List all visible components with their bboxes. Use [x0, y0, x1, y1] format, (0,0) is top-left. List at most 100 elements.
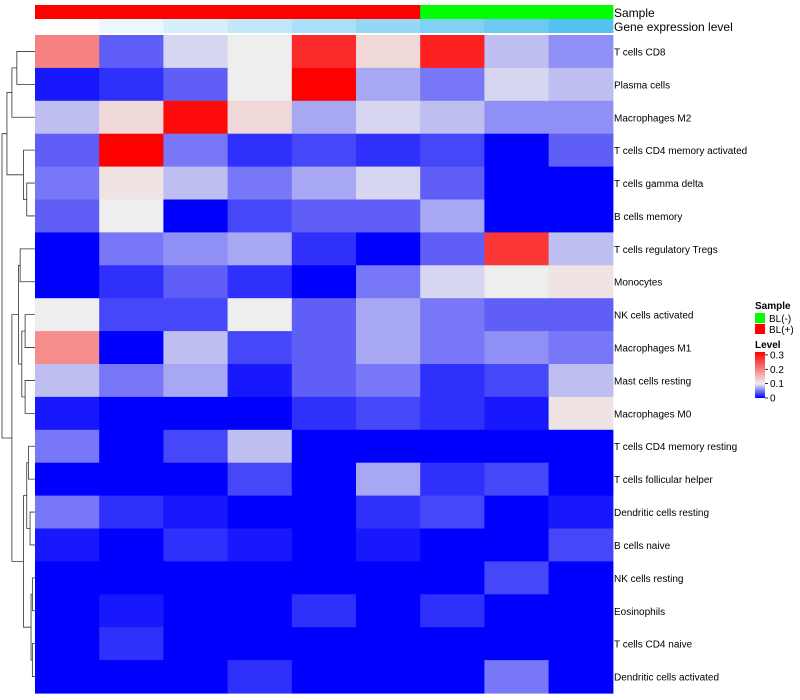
heatmap-cell — [420, 429, 485, 464]
heatmap-cell — [163, 462, 229, 497]
heatmap-cell — [356, 35, 421, 69]
heatmap-cell — [99, 133, 164, 168]
level-tick-label: 0.1 — [770, 379, 784, 390]
heatmap-cell — [291, 35, 357, 69]
heatmap-cell — [420, 298, 485, 332]
row-label: T cells CD8 — [614, 48, 666, 59]
heatmap-cell — [163, 298, 229, 332]
expression-annotation-cell — [35, 19, 100, 33]
heatmap-cell — [356, 100, 421, 135]
heatmap-cell — [420, 265, 485, 299]
heatmap-cell — [35, 166, 100, 201]
heatmap-cell — [484, 67, 550, 102]
heatmap-cell — [35, 232, 100, 266]
heatmap-cell — [99, 364, 164, 398]
heatmap-cell — [420, 462, 485, 497]
heatmap-cell — [163, 594, 229, 628]
heatmap-cell — [99, 298, 164, 332]
heatmap-cell — [227, 627, 293, 661]
dendrogram-branch — [1, 133, 12, 439]
row-label: T cells gamma delta — [614, 179, 704, 190]
dendrogram-branch — [24, 380, 35, 414]
heatmap-cell — [99, 265, 164, 299]
heatmap-cell — [291, 67, 357, 102]
heatmap-cell — [227, 528, 293, 562]
heatmap-cell — [420, 67, 485, 102]
sample-annotation-cell — [548, 5, 614, 19]
legend-label-bl-minus: BL(-) — [769, 314, 791, 325]
heatmap-cell — [356, 166, 421, 201]
dendrogram-branch — [6, 92, 24, 176]
heatmap-cell — [484, 199, 550, 233]
heatmap-cell — [163, 660, 229, 694]
heatmap-cell — [35, 100, 100, 135]
row-label: Plasma cells — [614, 80, 670, 91]
heatmap-cell — [99, 627, 164, 661]
heatmap-cell — [35, 594, 100, 628]
heatmap-cell — [548, 67, 614, 102]
heatmap-cell — [35, 429, 100, 464]
sample-annotation-bar — [35, 5, 614, 19]
row-label: Dendritic cells resting — [614, 508, 709, 519]
heatmap-cell — [420, 396, 485, 431]
heatmap-cell — [356, 396, 421, 431]
row-dendrogram — [1, 51, 35, 677]
row-label: Mast cells resting — [614, 376, 691, 387]
dendrogram-branch — [23, 149, 35, 200]
heatmap-cell — [99, 429, 164, 464]
heatmap-cell — [484, 660, 550, 694]
heatmap-cell — [35, 364, 100, 398]
heatmap-cell — [291, 265, 357, 299]
row-label: NK cells activated — [614, 311, 693, 322]
heatmap-cell — [484, 166, 550, 201]
heatmap-cell — [420, 232, 485, 266]
heatmap-cell — [548, 35, 614, 69]
heatmap-cell — [35, 265, 100, 299]
sample-annotation-cell — [227, 5, 293, 19]
heatmap-cell — [356, 298, 421, 332]
heatmap-cell — [484, 35, 550, 69]
heatmap-cell — [163, 561, 229, 595]
heatmap-cell — [548, 396, 614, 431]
row-label: T cells regulatory Tregs — [614, 245, 718, 256]
heatmap-cell — [420, 35, 485, 69]
heatmap-cell — [484, 561, 550, 595]
heatmap-cell — [227, 133, 293, 168]
heatmap-cell — [484, 594, 550, 628]
heatmap-cell — [35, 67, 100, 102]
heatmap-cell — [227, 298, 293, 332]
sample-annotation-cell — [420, 5, 485, 19]
heatmap-cell — [163, 396, 229, 431]
dendrogram-branch — [29, 511, 35, 546]
heatmap-cell — [163, 331, 229, 365]
heatmap-cell — [35, 35, 100, 69]
heatmap-cell — [356, 133, 421, 168]
expression-annotation-bar — [35, 19, 614, 33]
level-legend-ticks: 0.3 0.2 0.1 0 — [765, 350, 784, 405]
row-label: NK cells resting — [614, 574, 683, 585]
dendrogram-branch — [19, 248, 35, 283]
row-label: Macrophages M0 — [614, 409, 692, 420]
heatmap-cell — [420, 627, 485, 661]
heatmap-cell — [163, 627, 229, 661]
heatmap-cell — [548, 331, 614, 365]
heatmap-cell — [548, 561, 614, 595]
sample-annotation-cell — [35, 5, 100, 19]
heatmap-cell — [99, 528, 164, 562]
row-label: B cells naive — [614, 541, 671, 552]
heatmap-cell — [99, 166, 164, 201]
row-labels: T cells CD8 Plasma cells Macrophages M2 T c… — [614, 48, 747, 684]
heatmap-cell — [291, 396, 357, 431]
expression-annotation-cell — [99, 19, 164, 33]
heatmap-cell — [420, 495, 485, 530]
heatmap-cell — [35, 462, 100, 497]
level-tick-label: 0.3 — [770, 350, 784, 361]
heatmap-cell — [227, 561, 293, 595]
heatmap-cell — [163, 166, 229, 201]
heatmap-cell — [35, 331, 100, 365]
heatmap-cell — [420, 594, 485, 628]
heatmap-cell — [548, 462, 614, 497]
expression-annotation-cell — [356, 19, 421, 33]
row-label: B cells memory — [614, 212, 682, 223]
heatmap-cell — [163, 265, 229, 299]
